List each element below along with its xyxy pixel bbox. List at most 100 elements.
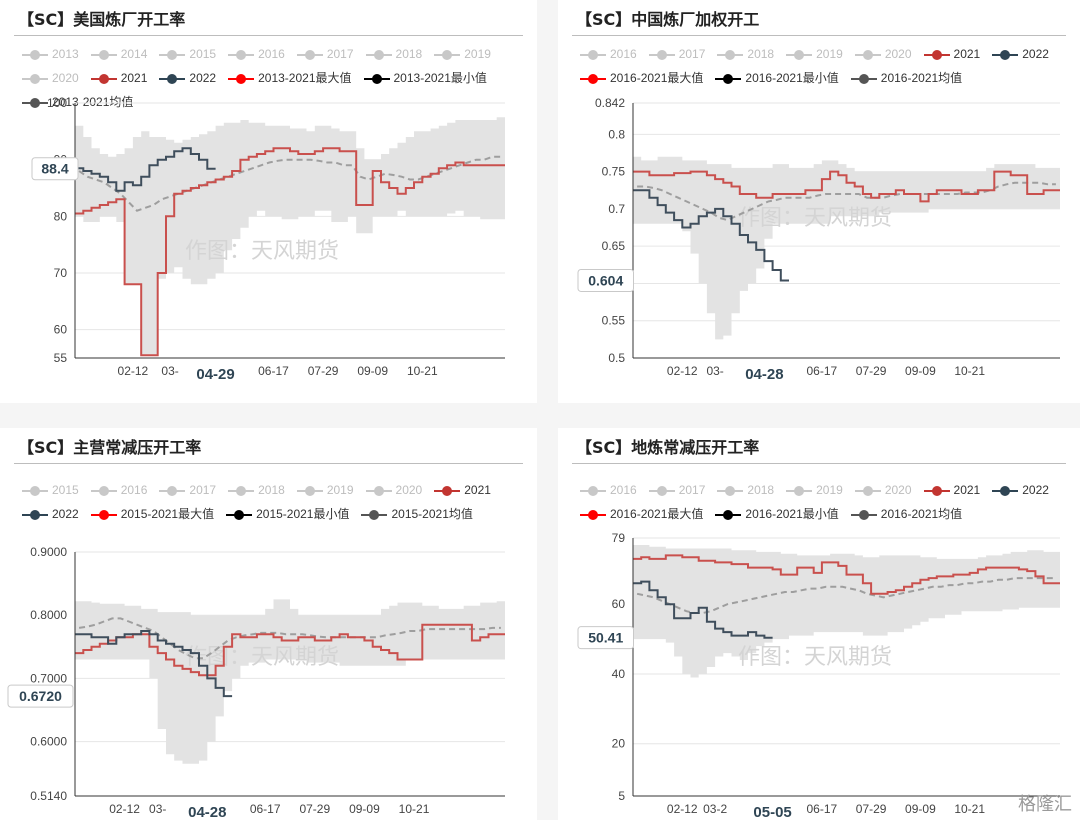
x-tick-label: 10-21 bbox=[954, 364, 985, 378]
y-tick-label: 0.9000 bbox=[30, 545, 67, 559]
legend-marker bbox=[159, 485, 186, 496]
legend-item-2015[interactable]: 2015 bbox=[159, 42, 216, 66]
legend-item-2021[interactable]: 2021 bbox=[923, 478, 980, 502]
legend-item-2022[interactable]: 2022 bbox=[22, 502, 79, 526]
x-tick-label: 03-2 bbox=[703, 802, 727, 816]
legend-label: 2016 bbox=[610, 483, 637, 497]
legend-marker bbox=[580, 49, 606, 60]
legend-item-2019[interactable]: 2019 bbox=[434, 42, 491, 66]
chart-panel-us-refinery: 【SC】美国炼厂开工率 2013 2014 2015 2016 2017 2018 2019… bbox=[0, 0, 537, 403]
legend-marker bbox=[90, 509, 117, 520]
legend-item-2017[interactable]: 2017 bbox=[159, 478, 216, 502]
legend-item-2016-2021均值[interactable]: 2016-2021均值 bbox=[850, 502, 963, 526]
y-tick-label: 70 bbox=[54, 266, 68, 280]
legend-item-2018[interactable]: 2018 bbox=[228, 478, 285, 502]
legend-item-2018[interactable]: 2018 bbox=[365, 42, 422, 66]
legend-item-2015-2021最小值[interactable]: 2015-2021最小值 bbox=[226, 502, 349, 526]
legend-marker bbox=[854, 485, 881, 496]
chart-legend: 2015 2016 2017 2018 2019 2020 2021 2022 2015-202… bbox=[22, 478, 512, 526]
legend-label: 2021 bbox=[953, 47, 981, 61]
legend-item-2020[interactable]: 2020 bbox=[22, 66, 79, 90]
legend-label: 2016-2021均值 bbox=[880, 507, 963, 521]
series-2022-line bbox=[633, 189, 789, 282]
chart-legend: 2013 2014 2015 2016 2017 2018 2019 2020 2021 2022… bbox=[22, 42, 512, 114]
x-tick-label: 02-12 bbox=[118, 364, 149, 378]
legend-item-2014[interactable]: 2014 bbox=[90, 42, 147, 66]
legend-label: 2019 bbox=[464, 47, 491, 61]
y-tick-label: 0.55 bbox=[602, 314, 626, 328]
legend-item-2020[interactable]: 2020 bbox=[365, 478, 422, 502]
legend-item-2016-2021最小值[interactable]: 2016-2021最小值 bbox=[715, 66, 839, 90]
legend-item-2015-2021均值[interactable]: 2015-2021均值 bbox=[361, 502, 473, 526]
legend-item-2022[interactable]: 2022 bbox=[159, 66, 216, 90]
legend-marker bbox=[923, 49, 950, 60]
legend-item-2021[interactable]: 2021 bbox=[90, 66, 147, 90]
legend-item-2019[interactable]: 2019 bbox=[786, 42, 843, 66]
y-tick-label: 100 bbox=[47, 96, 67, 110]
legend-label: 2021 bbox=[464, 483, 491, 497]
legend-marker bbox=[159, 49, 186, 60]
legend-item-2015[interactable]: 2015 bbox=[22, 478, 79, 502]
legend-item-2020[interactable]: 2020 bbox=[854, 42, 912, 66]
legend-label: 2013-2021均值 bbox=[52, 95, 134, 109]
legend-item-2016-2021最小值[interactable]: 2016-2021最小值 bbox=[715, 502, 839, 526]
legend-marker bbox=[850, 509, 877, 520]
legend-item-2019[interactable]: 2019 bbox=[786, 478, 843, 502]
y-tick-label: 0.842 bbox=[595, 96, 625, 110]
legend-marker bbox=[363, 73, 390, 84]
legend-marker bbox=[22, 509, 48, 520]
legend-item-2013[interactable]: 2013 bbox=[22, 42, 79, 66]
legend-item-2021[interactable]: 2021 bbox=[434, 478, 491, 502]
legend-item-2018[interactable]: 2018 bbox=[717, 478, 774, 502]
legend-label: 2018 bbox=[747, 47, 775, 61]
legend-marker bbox=[228, 485, 255, 496]
legend-item-2016[interactable]: 2016 bbox=[90, 478, 148, 502]
legend-label: 2016 bbox=[258, 47, 285, 61]
y-tick-label: 55 bbox=[54, 351, 68, 365]
chart-title: 【SC】主营常减压开工率 bbox=[18, 438, 202, 457]
legend-item-2020[interactable]: 2020 bbox=[854, 478, 912, 502]
title-divider bbox=[14, 35, 523, 36]
legend-marker bbox=[22, 73, 48, 84]
legend-item-2016-2021最大值[interactable]: 2016-2021最大值 bbox=[580, 66, 703, 90]
x-tick-label: 09-09 bbox=[905, 364, 936, 378]
legend-item-2013-2021最大值[interactable]: 2013-2021最大值 bbox=[228, 66, 352, 90]
legend-item-2018[interactable]: 2018 bbox=[717, 42, 774, 66]
legend-item-2022[interactable]: 2022 bbox=[992, 42, 1049, 66]
chart-plot: 0.50.550.60.650.70.750.80.842作图：天风期货02-1… bbox=[577, 96, 1060, 383]
legend-item-2015-2021最大值[interactable]: 2015-2021最大值 bbox=[90, 502, 214, 526]
legend-item-2016-2021最大值[interactable]: 2016-2021最大值 bbox=[580, 502, 703, 526]
legend-item-2013-2021均值[interactable]: 2013-2021均值 bbox=[22, 90, 133, 114]
title-divider bbox=[572, 463, 1066, 464]
legend-label: 2016-2021均值 bbox=[880, 71, 963, 85]
legend-label: 2020 bbox=[884, 47, 912, 61]
legend-marker bbox=[648, 485, 675, 496]
legend-item-2013-2021最小值[interactable]: 2013-2021最小值 bbox=[363, 66, 487, 90]
legend-label: 2013-2021最小值 bbox=[393, 71, 487, 85]
legend-item-2017[interactable]: 2017 bbox=[648, 42, 705, 66]
legend-item-2019[interactable]: 2019 bbox=[296, 478, 354, 502]
legend-item-2016[interactable]: 2016 bbox=[580, 42, 637, 66]
legend-marker bbox=[992, 49, 1019, 60]
series-2021-line bbox=[633, 170, 1060, 203]
legend-marker bbox=[22, 49, 48, 60]
legend-marker bbox=[90, 49, 117, 60]
legend-item-2016[interactable]: 2016 bbox=[228, 42, 285, 66]
legend-item-2022[interactable]: 2022 bbox=[992, 478, 1049, 502]
watermark-text: 作图：天风期货 bbox=[185, 645, 339, 670]
legend-item-2021[interactable]: 2021 bbox=[923, 42, 981, 66]
legend-marker bbox=[715, 509, 742, 520]
legend-item-2017[interactable]: 2017 bbox=[648, 478, 705, 502]
legend-label: 2017 bbox=[326, 47, 354, 61]
legend-marker bbox=[923, 485, 950, 496]
legend-marker bbox=[434, 485, 461, 496]
title-divider bbox=[572, 35, 1066, 36]
legend-marker bbox=[22, 97, 48, 108]
watermark-text: 作图：天风期货 bbox=[738, 206, 892, 231]
legend-label: 2016 bbox=[120, 483, 148, 497]
legend-item-2017[interactable]: 2017 bbox=[296, 42, 354, 66]
legend-item-2016[interactable]: 2016 bbox=[580, 478, 637, 502]
chart-title: 【SC】地炼常减压开工率 bbox=[576, 438, 760, 457]
legend-item-2016-2021均值[interactable]: 2016-2021均值 bbox=[850, 66, 963, 90]
legend-marker bbox=[361, 509, 388, 520]
